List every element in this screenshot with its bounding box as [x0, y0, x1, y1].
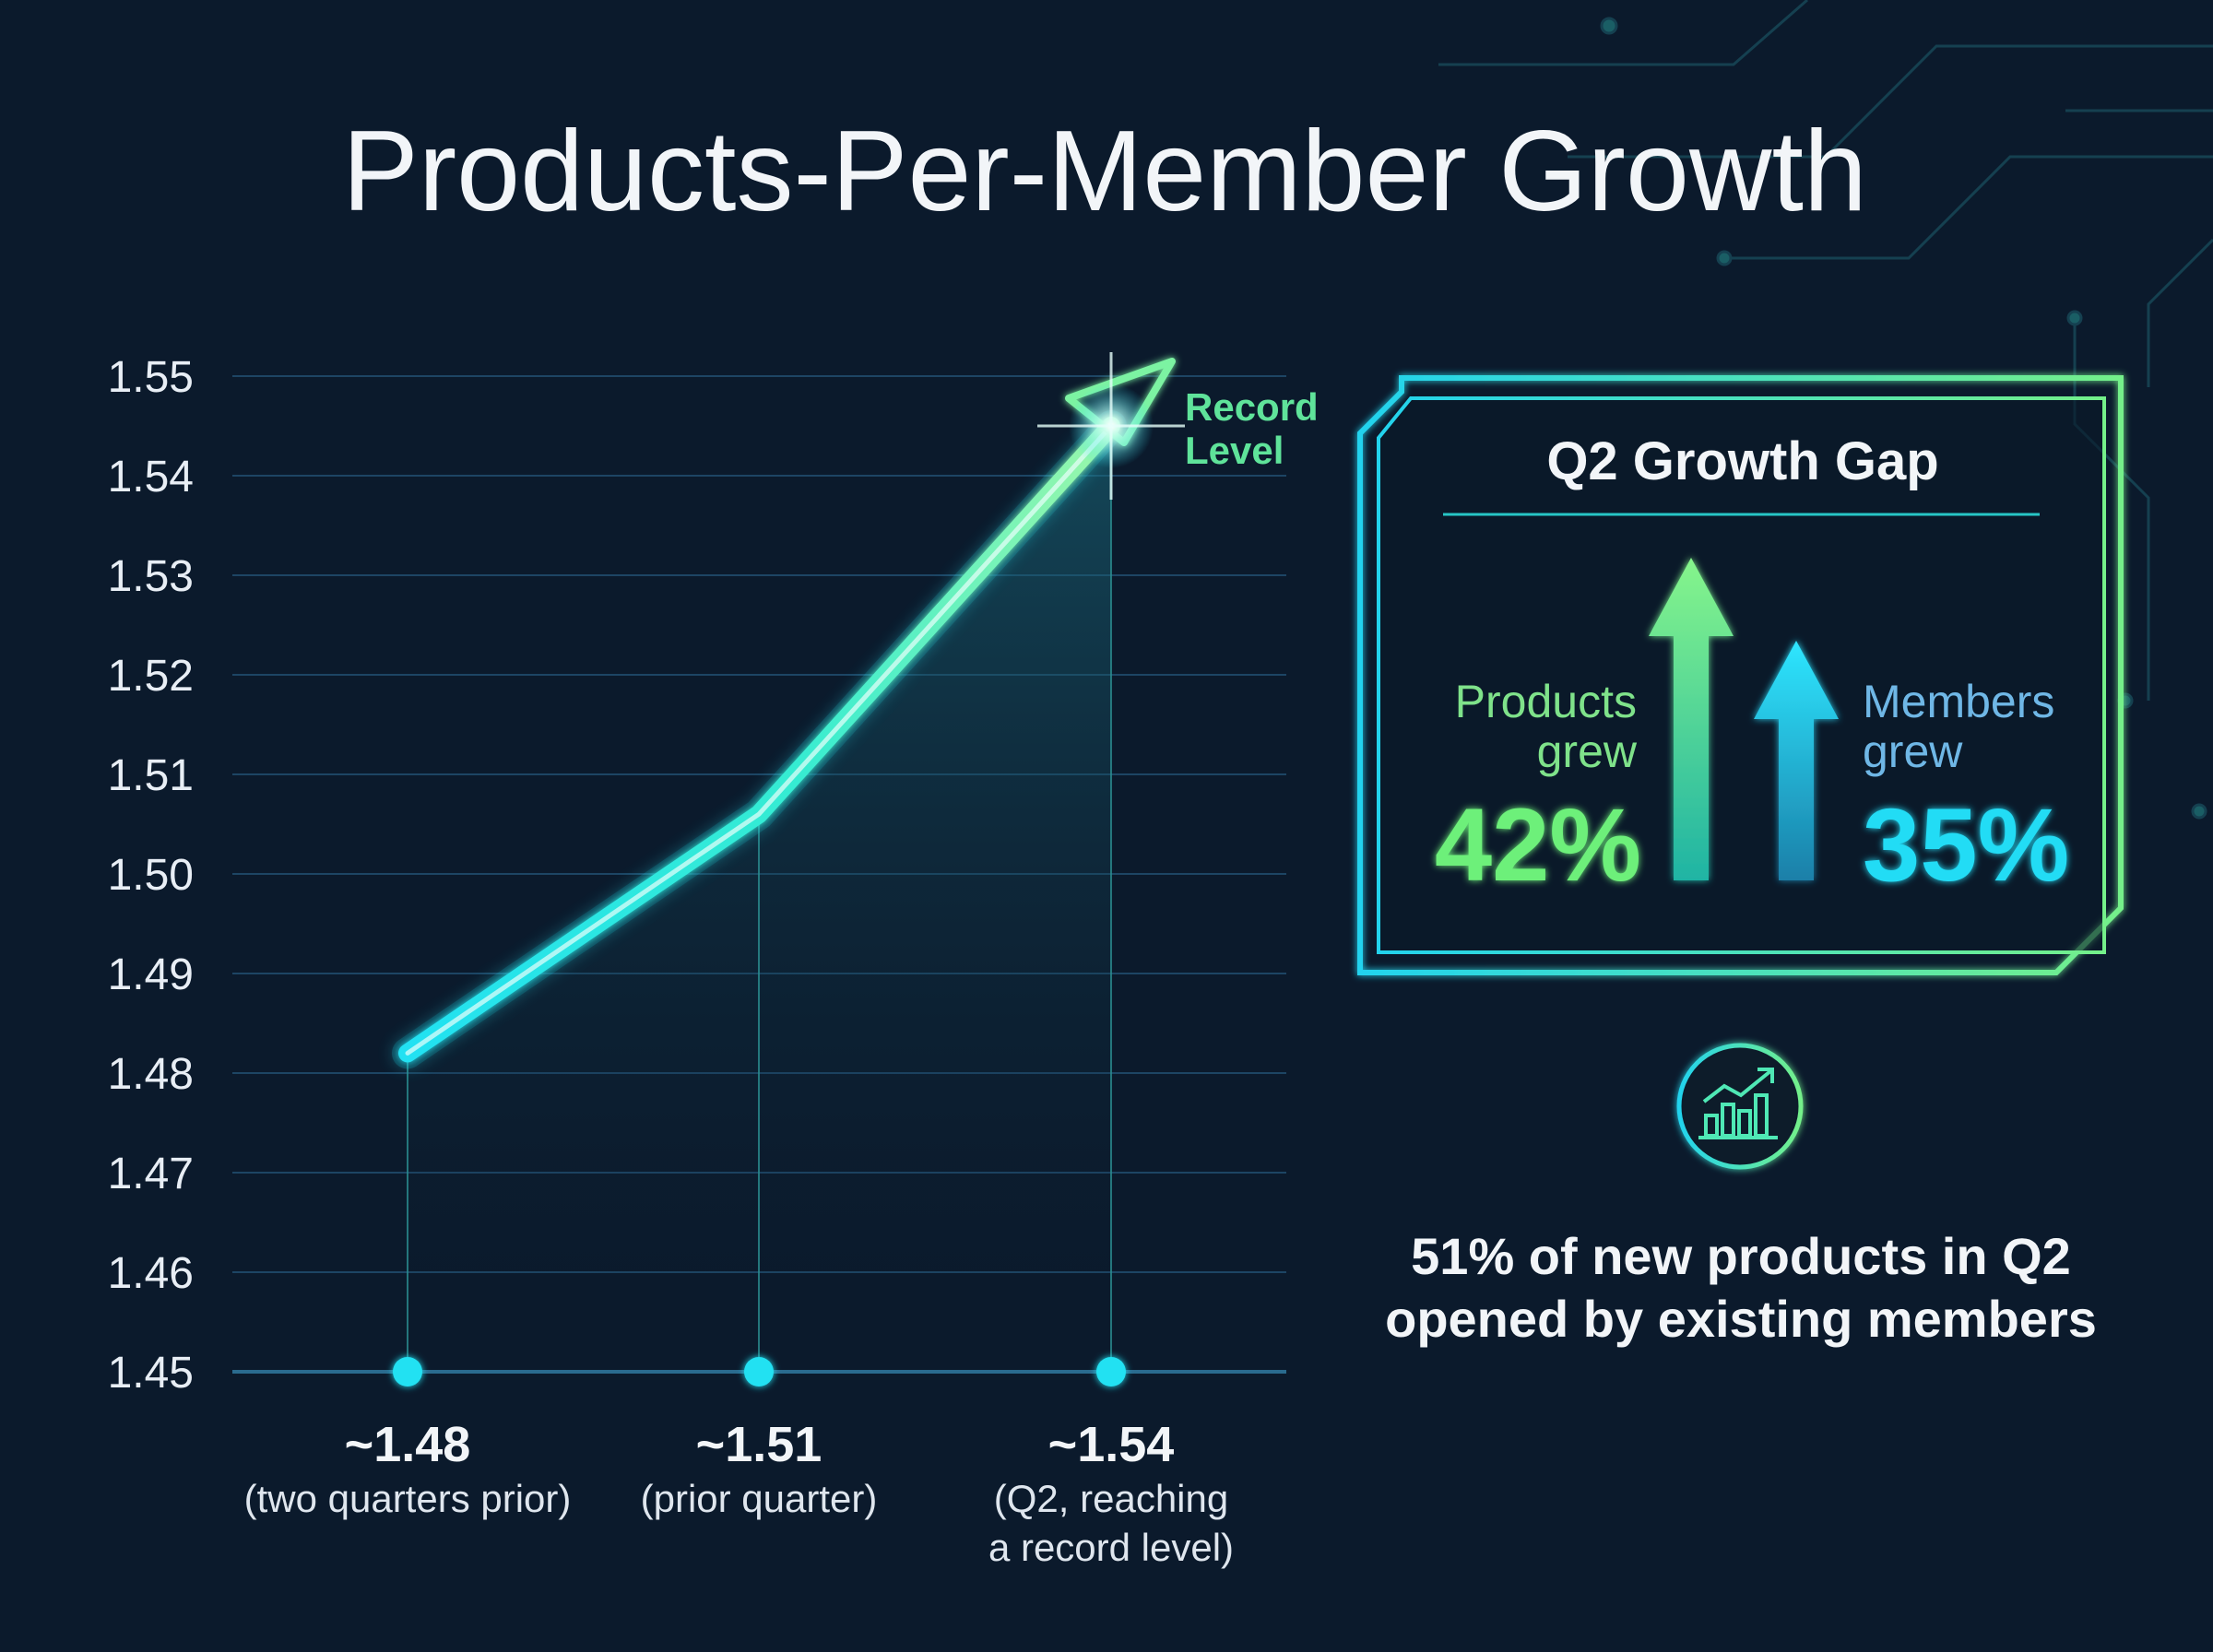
- y-tick-label: 1.46: [108, 1249, 194, 1298]
- y-tick-label: 1.54: [108, 453, 194, 502]
- callout: 51% of new products in Q2 opened by exis…: [1360, 1043, 2121, 1382]
- point-caption: (prior quarter): [641, 1477, 878, 1520]
- members-label-line-1: Members: [1863, 676, 2054, 727]
- point-value-label: ~1.48: [345, 1417, 471, 1472]
- y-tick-label: 1.45: [108, 1349, 194, 1398]
- record-level-annotation: Record Level: [1185, 385, 1319, 472]
- growth-gap-panel: Q2 Growth Gap Products grew 42% Members …: [1357, 375, 2124, 975]
- baseline-marker: [744, 1357, 774, 1386]
- baseline-marker: [1096, 1357, 1126, 1386]
- y-tick-label: 1.52: [108, 652, 194, 701]
- y-tick-label: 1.49: [108, 950, 194, 999]
- y-tick-label: 1.51: [108, 751, 194, 800]
- callout-line-1: 51% of new products in Q2: [1411, 1227, 2071, 1285]
- drop-lines: [407, 426, 1112, 1372]
- members-label-line-2: grew: [1863, 726, 1963, 777]
- series-line: [392, 352, 1185, 1069]
- point-value-label: ~1.51: [696, 1417, 822, 1472]
- baseline-markers: [393, 1357, 1126, 1386]
- products-label-line-1: Products: [1455, 676, 1637, 727]
- point-value-label: ~1.54: [1048, 1417, 1175, 1472]
- callout-line-2: opened by existing members: [1385, 1290, 2097, 1348]
- members-value: 35%: [1863, 787, 2069, 903]
- y-axis-ticks: 1.55 1.54 1.53 1.52 1.51 1.50 1.49 1.48 1.47 1.46…: [108, 353, 194, 1398]
- panel-inner-frame: [1377, 396, 2106, 954]
- y-tick-label: 1.50: [108, 851, 194, 900]
- products-value: 42%: [1435, 787, 1641, 903]
- y-tick-label: 1.48: [108, 1050, 194, 1099]
- point-caption: (two quarters prior): [244, 1477, 572, 1520]
- point-caption: a record level): [988, 1526, 1234, 1569]
- y-tick-label: 1.55: [108, 353, 194, 402]
- line-highlight: [405, 423, 1114, 1056]
- products-up-arrow-icon: [1649, 558, 1734, 880]
- panel-outer-frame: [1357, 375, 2124, 975]
- y-tick-label: 1.53: [108, 552, 194, 601]
- record-label-line-2: Level: [1185, 429, 1284, 472]
- panel-title: Q2 Growth Gap: [1546, 431, 1938, 491]
- products-label-line-2: grew: [1537, 726, 1638, 777]
- circuit-decoration: [1438, 0, 2213, 820]
- x-axis-labels: ~1.48 (two quarters prior) ~1.51 (prior qua…: [244, 1417, 1234, 1569]
- bar-chart-trend-icon: [1676, 1043, 1804, 1170]
- y-tick-label: 1.47: [108, 1150, 194, 1198]
- chart-title: Products-Per-Member Growth: [342, 108, 1867, 235]
- members-up-arrow-icon: [1754, 641, 1839, 880]
- record-label-line-1: Record: [1185, 385, 1319, 429]
- record-star-icon: [1037, 352, 1185, 500]
- point-caption: (Q2, reaching: [994, 1477, 1228, 1520]
- baseline-marker: [393, 1357, 422, 1386]
